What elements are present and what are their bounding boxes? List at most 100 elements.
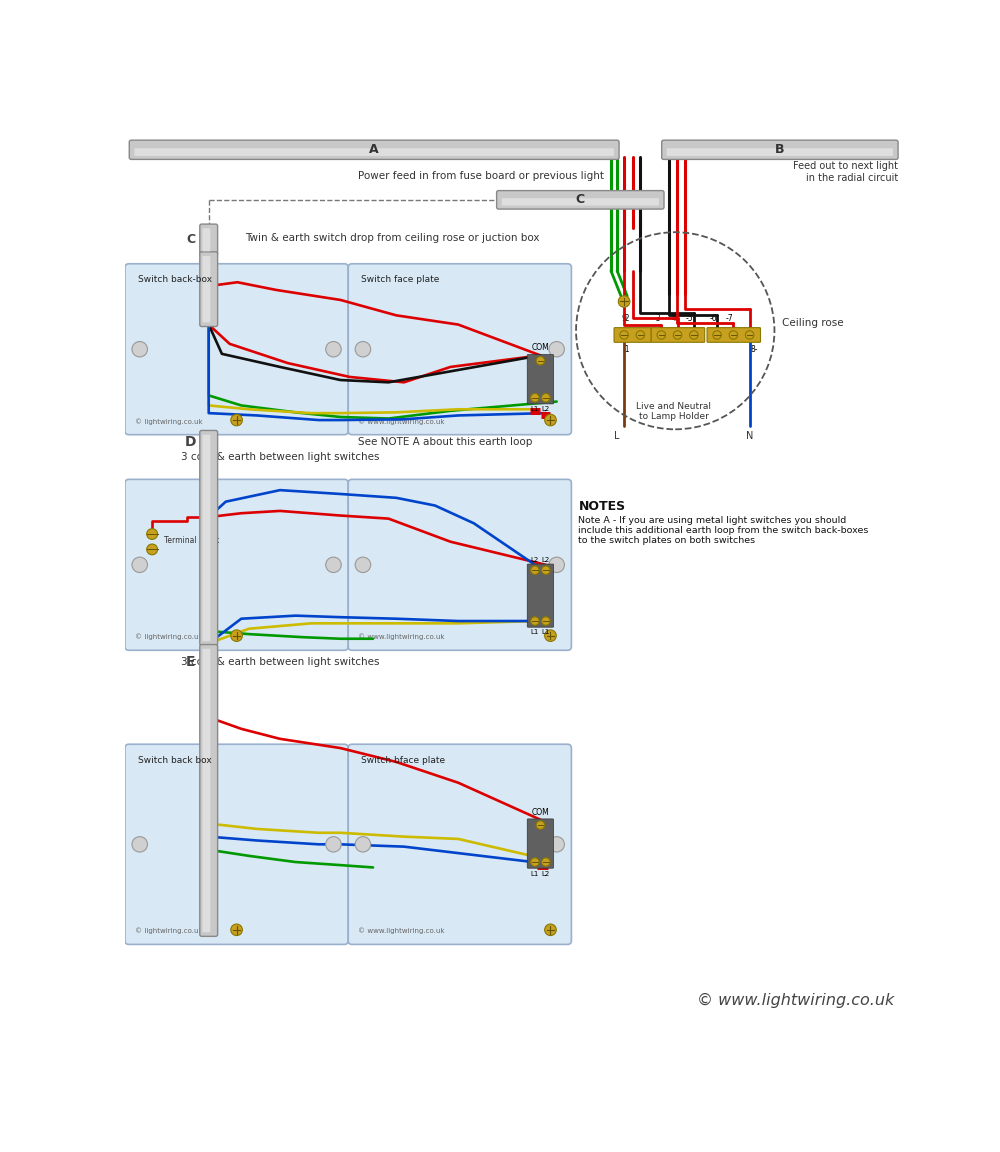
- Text: Switch back-box: Switch back-box: [138, 275, 212, 285]
- Text: L1: L1: [542, 629, 550, 636]
- Circle shape: [132, 558, 147, 573]
- Text: L: L: [614, 431, 619, 441]
- Text: 8-: 8-: [750, 346, 758, 355]
- FancyBboxPatch shape: [200, 644, 218, 937]
- Text: L1: L1: [531, 871, 539, 877]
- Text: See NOTE A about this earth loop: See NOTE A about this earth loop: [358, 437, 532, 447]
- Text: NOTES: NOTES: [578, 500, 626, 513]
- Circle shape: [536, 821, 545, 829]
- Text: C: C: [186, 234, 195, 247]
- FancyBboxPatch shape: [202, 228, 210, 251]
- FancyBboxPatch shape: [200, 225, 218, 256]
- Circle shape: [690, 331, 698, 339]
- Text: B: B: [775, 143, 785, 157]
- Circle shape: [657, 331, 666, 339]
- Circle shape: [355, 558, 371, 573]
- FancyBboxPatch shape: [348, 744, 571, 945]
- Circle shape: [636, 331, 645, 339]
- FancyBboxPatch shape: [202, 649, 210, 932]
- Text: Note A - If you are using metal light switches you should
include this additiona: Note A - If you are using metal light sw…: [578, 516, 869, 545]
- Circle shape: [231, 630, 242, 642]
- Circle shape: [620, 331, 628, 339]
- Circle shape: [536, 356, 545, 365]
- Text: -3: -3: [654, 314, 661, 323]
- Text: Power feed in from fuse board or previous light: Power feed in from fuse board or previou…: [358, 170, 604, 181]
- Circle shape: [618, 296, 630, 308]
- FancyBboxPatch shape: [527, 355, 554, 404]
- Circle shape: [549, 558, 564, 573]
- FancyBboxPatch shape: [129, 141, 619, 159]
- FancyBboxPatch shape: [125, 744, 348, 945]
- Circle shape: [542, 566, 550, 575]
- Circle shape: [132, 836, 147, 852]
- Circle shape: [147, 529, 158, 539]
- Text: L2: L2: [531, 556, 539, 562]
- FancyBboxPatch shape: [202, 256, 210, 323]
- Text: © www.lightwiring.co.uk: © www.lightwiring.co.uk: [358, 418, 445, 425]
- Text: -1: -1: [623, 346, 630, 355]
- Text: Feed out to next light
in the radial circuit: Feed out to next light in the radial cir…: [793, 161, 898, 183]
- Circle shape: [549, 836, 564, 852]
- Text: © www.lightwiring.co.uk: © www.lightwiring.co.uk: [358, 634, 445, 641]
- Text: © www.lightwiring.co.uk: © www.lightwiring.co.uk: [358, 927, 445, 934]
- Text: L1: L1: [531, 407, 539, 412]
- Circle shape: [326, 836, 341, 852]
- Text: 9: 9: [622, 313, 627, 323]
- Text: Switch bface plate: Switch bface plate: [361, 756, 446, 765]
- FancyBboxPatch shape: [497, 190, 664, 209]
- Text: C: C: [576, 194, 585, 206]
- FancyBboxPatch shape: [125, 479, 348, 650]
- FancyBboxPatch shape: [202, 434, 210, 641]
- FancyBboxPatch shape: [200, 252, 218, 326]
- Circle shape: [545, 924, 556, 935]
- Circle shape: [132, 341, 147, 357]
- Text: Switch face plate: Switch face plate: [361, 275, 440, 285]
- Circle shape: [326, 558, 341, 573]
- Text: L1: L1: [531, 629, 539, 636]
- Text: © www.lightwiring.co.uk: © www.lightwiring.co.uk: [697, 993, 894, 1008]
- Text: © lightwiring.co.uk: © lightwiring.co.uk: [135, 634, 203, 641]
- Circle shape: [231, 415, 242, 426]
- FancyBboxPatch shape: [348, 264, 571, 434]
- Circle shape: [542, 394, 550, 402]
- FancyBboxPatch shape: [348, 479, 571, 650]
- Circle shape: [729, 331, 738, 339]
- FancyBboxPatch shape: [200, 431, 218, 645]
- Circle shape: [542, 616, 550, 626]
- Circle shape: [673, 331, 682, 339]
- Circle shape: [549, 341, 564, 357]
- Text: Terminal block: Terminal block: [164, 536, 219, 545]
- Text: 3 core & earth between light switches: 3 core & earth between light switches: [181, 452, 379, 462]
- Text: -4: -4: [670, 314, 677, 323]
- FancyBboxPatch shape: [502, 198, 659, 205]
- FancyBboxPatch shape: [527, 819, 554, 869]
- FancyBboxPatch shape: [134, 149, 614, 156]
- Text: 3 core & earth between light switches: 3 core & earth between light switches: [181, 657, 379, 667]
- Text: Ceiling rose: Ceiling rose: [782, 318, 844, 328]
- Text: L2: L2: [542, 871, 550, 877]
- Text: -5: -5: [686, 314, 694, 323]
- Circle shape: [713, 331, 721, 339]
- Text: COM: COM: [532, 343, 549, 353]
- FancyBboxPatch shape: [125, 264, 348, 434]
- Circle shape: [545, 415, 556, 426]
- Circle shape: [326, 341, 341, 357]
- Text: -2: -2: [623, 314, 630, 323]
- FancyBboxPatch shape: [651, 327, 705, 342]
- FancyBboxPatch shape: [614, 327, 651, 342]
- FancyBboxPatch shape: [707, 327, 761, 342]
- Circle shape: [531, 858, 539, 866]
- Text: © lightwiring.co.uk: © lightwiring.co.uk: [135, 418, 203, 425]
- Circle shape: [542, 858, 550, 866]
- FancyBboxPatch shape: [527, 564, 554, 627]
- FancyBboxPatch shape: [662, 141, 898, 159]
- Circle shape: [545, 630, 556, 642]
- Text: © lightwiring.co.uk: © lightwiring.co.uk: [135, 927, 203, 934]
- Text: N: N: [746, 431, 753, 441]
- Text: L2: L2: [542, 556, 550, 562]
- Text: Live and Neutral
to Lamp Holder: Live and Neutral to Lamp Holder: [636, 402, 711, 420]
- Circle shape: [531, 394, 539, 402]
- Circle shape: [355, 836, 371, 852]
- Circle shape: [231, 924, 242, 935]
- Text: -6: -6: [709, 314, 717, 323]
